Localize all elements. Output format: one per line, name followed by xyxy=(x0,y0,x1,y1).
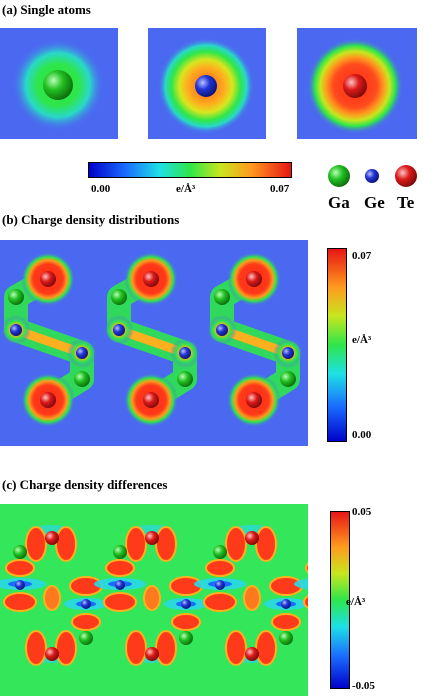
ga-legend-sphere xyxy=(328,165,350,187)
legend-label-ga: Ga xyxy=(328,193,350,212)
panel-c-colorbar-min: -0.05 xyxy=(352,680,375,692)
charge-density-difference-map xyxy=(0,504,308,696)
panel-a-colorbar-max: 0.07 xyxy=(270,183,290,195)
charge-difference-motif xyxy=(0,525,108,666)
panel-b-colorbar-min: 0.00 xyxy=(352,429,372,441)
legend-label-ge: Ge xyxy=(364,193,385,212)
charge-density-motif xyxy=(1,252,97,427)
panel-c-colorbar-unit: e/Å³ xyxy=(346,596,366,608)
panel-b-colorbar xyxy=(327,248,347,442)
single-atom-ge-map xyxy=(148,28,266,139)
charge-density-map xyxy=(0,240,308,446)
legend-label-te: Te xyxy=(397,193,415,212)
panel-a-colorbar-unit: e/Å³ xyxy=(176,183,196,195)
panel-c-colorbar-max: 0.05 xyxy=(352,506,372,518)
single-atom-ga-map xyxy=(0,28,118,139)
panel-c-colorbar xyxy=(330,511,350,689)
panel-a-title: (a) Single atoms xyxy=(2,2,91,17)
panel-b-colorbar-max: 0.07 xyxy=(352,250,372,262)
atom-legend-spheres xyxy=(328,165,417,187)
te-legend-sphere xyxy=(395,165,417,187)
ge-legend-sphere xyxy=(365,169,379,183)
panel-a-colorbar-min: 0.00 xyxy=(91,183,111,195)
panel-c-title: (c) Charge density differences xyxy=(2,477,168,492)
single-atom-te-map xyxy=(297,28,417,139)
panel-b-colorbar-unit: e/Å³ xyxy=(352,334,372,346)
panel-b-title: (b) Charge density distributions xyxy=(2,212,180,227)
panel-a-colorbar xyxy=(88,162,292,178)
